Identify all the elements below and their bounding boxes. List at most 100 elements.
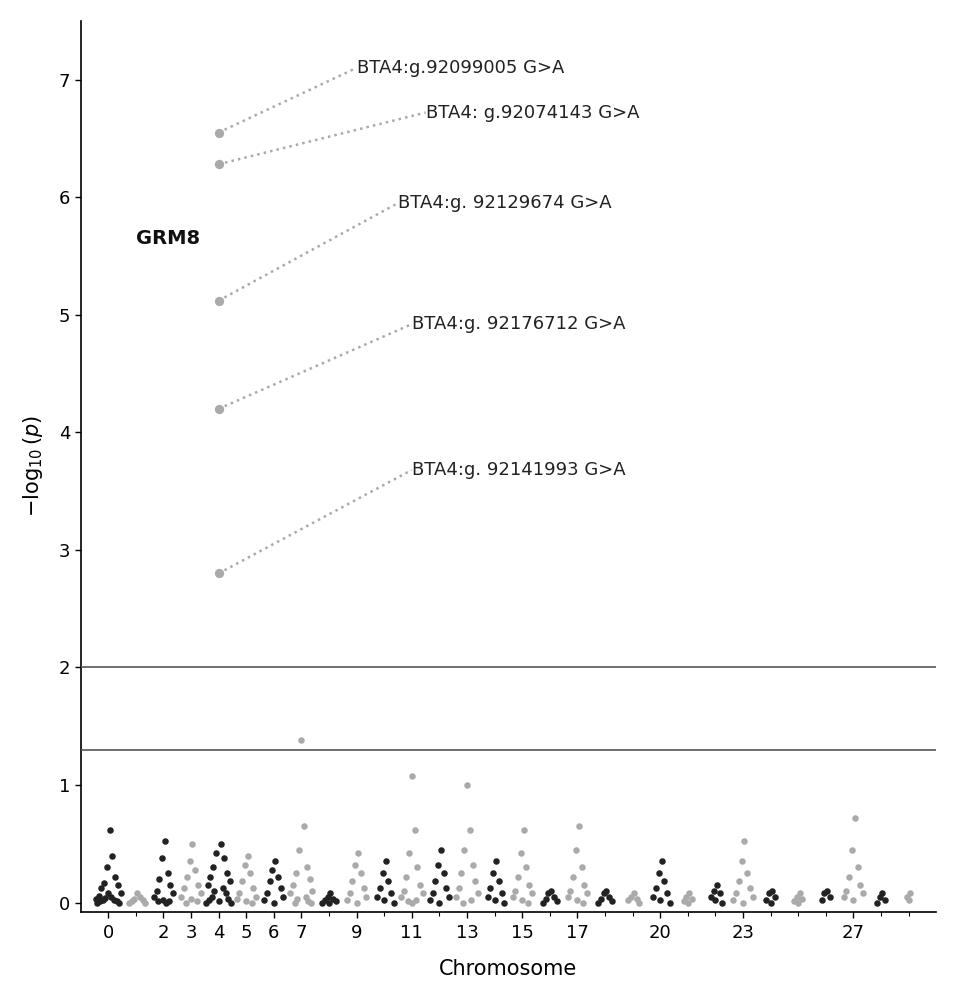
Point [138,895,153,911]
Point [100,859,115,875]
Point [787,893,802,909]
Point [679,889,694,905]
Point [684,891,700,907]
Point [146,889,162,905]
Point [288,865,303,881]
Point [238,893,254,909]
Point [104,848,120,864]
Point [459,777,475,793]
Point [853,877,868,893]
Y-axis label: $-\log_{10}(p)$: $-\log_{10}(p)$ [21,415,45,517]
Point [522,877,537,893]
Point [649,880,664,896]
Point [211,401,226,417]
Point [415,885,431,901]
Point [463,892,478,908]
Point [126,891,142,907]
Point [291,842,306,858]
Point [743,880,758,896]
Point [88,891,103,907]
Point [270,869,285,885]
Point [715,895,730,911]
Point [731,873,746,889]
Point [229,891,244,907]
Point [541,885,556,901]
Point [297,818,312,834]
Point [276,889,291,905]
Point [794,891,810,907]
Point [434,842,449,858]
Point [102,822,118,838]
Point [856,885,871,901]
Point [353,865,368,881]
Point [203,869,218,885]
Point [372,880,388,896]
Point [653,892,668,908]
Point [262,873,278,889]
Point [708,892,723,908]
Point [878,892,893,908]
Point [95,892,110,908]
Point [211,893,226,909]
Point [441,889,456,905]
Point [182,853,197,869]
Point [524,885,540,901]
Point [166,885,181,901]
Point [113,885,128,901]
Point [206,859,221,875]
Point [847,810,862,826]
Point [302,871,318,887]
Point [201,892,216,908]
Point [456,895,471,911]
Point [376,892,391,908]
Point [407,822,422,838]
Point [569,892,585,908]
Point [149,883,165,899]
Point [303,895,319,911]
Point [535,895,550,911]
Point [765,883,780,899]
Point [211,293,226,309]
Point [315,895,330,911]
Point [410,859,425,875]
Point [112,895,127,911]
Point [396,883,412,899]
Point [654,853,669,869]
Point [219,865,234,881]
Point [92,893,107,909]
Point [579,885,594,901]
Point [491,873,506,889]
Text: GRM8: GRM8 [136,229,200,248]
Point [256,892,272,908]
Point [221,891,236,907]
Point [604,893,619,909]
Point [574,859,590,875]
Point [213,836,229,852]
Point [211,156,226,172]
Point [342,885,357,901]
Point [174,889,189,905]
Point [234,873,250,889]
Point [328,893,344,909]
Text: BTA4:g. 92176712 G>A: BTA4:g. 92176712 G>A [412,315,625,333]
Point [218,885,234,901]
Point [290,891,305,907]
Point [566,869,581,885]
Point [901,892,916,908]
Point [259,885,275,901]
Point [626,885,641,901]
Point [571,818,587,834]
Point [816,885,832,901]
Point [841,869,857,885]
Point [651,865,666,881]
Point [375,865,390,881]
Text: BTA4:g. 92129674 G>A: BTA4:g. 92129674 G>A [398,194,612,212]
Point [549,893,565,909]
Point [399,869,414,885]
Point [762,885,777,901]
Point [248,889,263,905]
Point [300,893,316,909]
Point [725,892,741,908]
Point [488,853,503,869]
Point [106,892,122,908]
